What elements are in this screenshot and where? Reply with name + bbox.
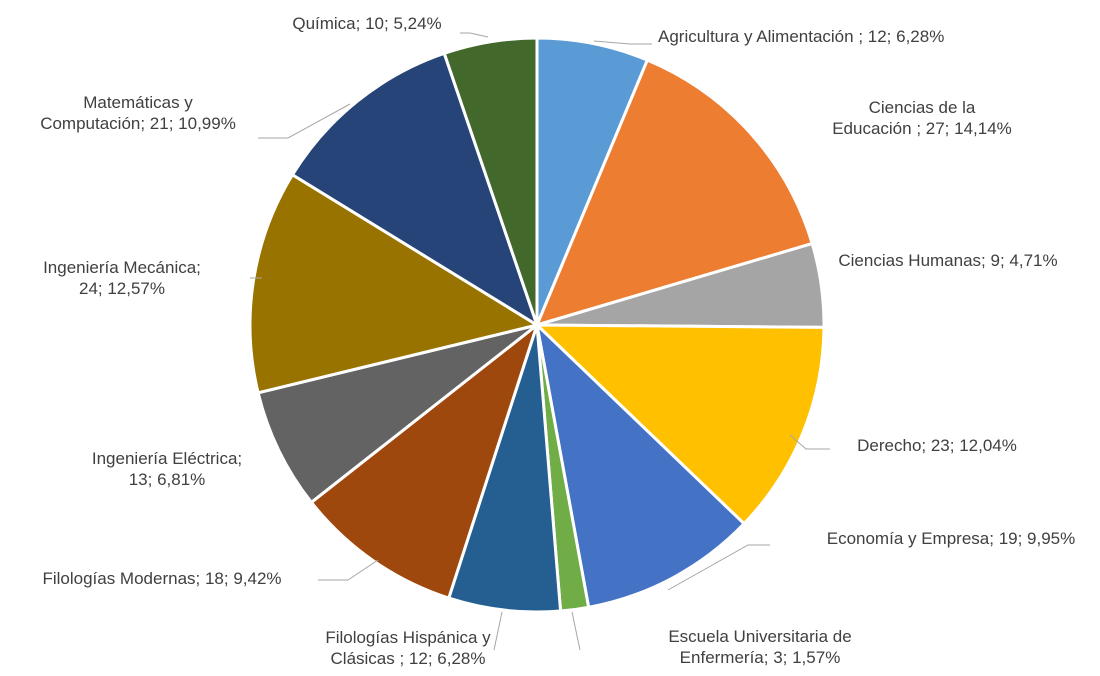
slice-label-line: Ciencias de la xyxy=(869,98,976,117)
slice-label: Ingeniería Mecánica; 24; 12,57% xyxy=(43,258,201,298)
pie-slice xyxy=(534,58,815,328)
slice-label-line: Filologías Hispánica y xyxy=(325,628,491,647)
leader-line xyxy=(460,32,489,38)
slice-label-line: Educación ; 27; 14,14% xyxy=(832,119,1012,138)
pie-slices xyxy=(248,36,826,614)
slice-label-line: 13; 6,81% xyxy=(129,470,206,489)
leader-line xyxy=(593,40,652,45)
slice-label: Ciencias de la Educación ; 27; 14,14% xyxy=(832,98,1012,138)
slice-label-line: Computación; 21; 10,99% xyxy=(40,114,236,133)
slice-label-line: Enfermería; 3; 1,57% xyxy=(680,648,841,667)
slice-label: Ciencias Humanas; 9; 4,71% xyxy=(838,251,1057,270)
slice-label-line: Matemáticas y xyxy=(83,93,193,112)
slice-label: Filologías Modernas; 18; 9,42% xyxy=(42,569,281,588)
slice-label-line: Química; 10; 5,24% xyxy=(292,14,441,33)
pie-slice xyxy=(533,323,826,526)
slice-label-line: Clásicas ; 12; 6,28% xyxy=(331,649,486,668)
slice-label: Economía y Empresa; 19; 9,95% xyxy=(827,529,1076,548)
slice-label: Derecho; 23; 12,04% xyxy=(857,436,1017,455)
slice-label-line: Ciencias Humanas; 9; 4,71% xyxy=(838,251,1057,270)
pie-slice xyxy=(535,36,650,326)
pie-slice xyxy=(290,51,540,329)
leader-lines xyxy=(250,32,830,651)
slice-label: Filologías Hispánica y Clásicas ; 12; 6,2… xyxy=(325,628,491,668)
slice-label: Química; 10; 5,24% xyxy=(292,14,441,33)
pie-slice xyxy=(534,320,747,610)
leader-line xyxy=(258,103,351,139)
slice-label-line: Escuela Universitaria de xyxy=(668,627,851,646)
leader-line xyxy=(318,559,379,581)
pie-slice xyxy=(248,172,541,395)
slice-label-line: Ingeniería Eléctrica; xyxy=(92,449,242,468)
pie-slice xyxy=(256,323,538,505)
leader-line xyxy=(493,611,503,651)
slice-label: Matemáticas y Computación; 21; 10,99% xyxy=(40,93,236,133)
pie-slice xyxy=(309,320,540,600)
slice-labels: Agricultura y Alimentación ; 12; 6,28% Ci… xyxy=(40,14,1075,668)
slice-label-line: Ingeniería Mecánica; xyxy=(43,258,201,277)
pie-slice xyxy=(446,324,563,614)
slice-label: Ingeniería Eléctrica; 13; 6,81% xyxy=(92,449,242,489)
slice-label-line: Filologías Modernas; 18; 9,42% xyxy=(42,569,281,588)
slice-label: Agricultura y Alimentación ; 12; 6,28% xyxy=(658,27,944,46)
slice-label: Escuela Universitaria de Enfermería; 3; 1… xyxy=(668,627,851,667)
leader-line xyxy=(571,611,581,651)
slice-label-line: Agricultura y Alimentación ; 12; 6,28% xyxy=(658,27,944,46)
slice-label-line: 24; 12,57% xyxy=(79,279,165,298)
slice-label-line: Economía y Empresa; 19; 9,95% xyxy=(827,529,1076,548)
leader-line xyxy=(667,544,770,591)
pie-slice xyxy=(442,36,539,326)
leader-line xyxy=(789,434,830,450)
slice-label-line: Derecho; 23; 12,04% xyxy=(857,436,1017,455)
